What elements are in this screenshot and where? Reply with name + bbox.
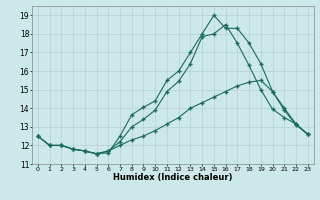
X-axis label: Humidex (Indice chaleur): Humidex (Indice chaleur) (113, 173, 233, 182)
